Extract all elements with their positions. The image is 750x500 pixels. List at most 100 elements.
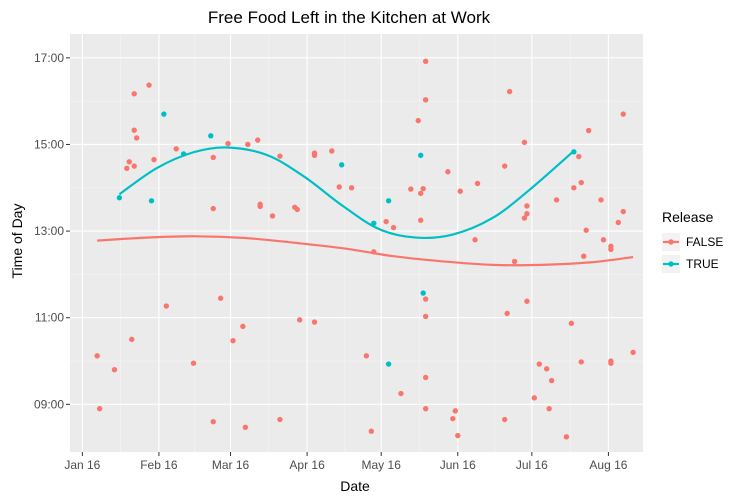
point-false [521, 139, 528, 145]
point-false [615, 219, 622, 226]
point-false [408, 186, 414, 192]
legend: Release FALSE TRUE [662, 209, 723, 273]
point-false [210, 205, 216, 212]
x-axis-title: Date [340, 478, 370, 494]
point-false [546, 405, 552, 412]
point-false [620, 111, 626, 117]
point-true [180, 151, 187, 157]
point-false [240, 323, 246, 330]
x-tick-label: Jul 16 [516, 458, 548, 472]
point-false [524, 203, 530, 209]
point-false [521, 215, 528, 221]
point-false [474, 180, 481, 187]
point-false [94, 353, 100, 359]
point-false [543, 366, 550, 372]
point-false [257, 203, 263, 210]
point-false [96, 405, 103, 412]
point-false [126, 159, 132, 165]
point-true [148, 198, 155, 204]
point-false [504, 310, 510, 317]
point-false [418, 217, 424, 223]
chart-title: Free Food Left in the Kitchen at Work [208, 8, 491, 27]
legend-label-false: FALSE [686, 235, 723, 249]
legend-title: Release [662, 209, 714, 225]
point-false [422, 58, 429, 64]
point-false [131, 163, 137, 169]
point-false [311, 152, 318, 158]
x-tick-label: Mar 16 [212, 458, 250, 472]
point-false [583, 227, 589, 233]
point-false [576, 153, 582, 160]
point-false [531, 395, 538, 401]
point-false [553, 197, 560, 203]
point-false [336, 184, 342, 190]
x-tick-label: Apr 16 [289, 458, 325, 472]
y-tick-label: 11:00 [35, 311, 64, 325]
point-false [608, 246, 614, 252]
point-false [329, 148, 335, 154]
legend-label-true: TRUE [686, 257, 719, 271]
legend-marker-false [668, 239, 674, 245]
point-false [210, 154, 216, 161]
point-false [111, 366, 118, 373]
point-false [368, 428, 375, 434]
point-false [630, 349, 636, 356]
point-false [255, 137, 261, 143]
y-axis-ticks: 09:00 11:00 13:00 15:00 17:00 [34, 51, 70, 411]
point-false [131, 127, 137, 133]
point-false [173, 146, 179, 152]
point-false [210, 418, 216, 425]
y-tick-label: 13:00 [34, 224, 64, 238]
point-false [511, 258, 518, 265]
point-false [133, 135, 140, 141]
major-gridlines [70, 34, 643, 452]
point-true [420, 290, 426, 296]
point-false [418, 190, 424, 197]
point-false [581, 253, 587, 259]
point-false [277, 153, 283, 159]
point-false [363, 353, 370, 359]
point-false [390, 224, 397, 231]
point-false [608, 360, 614, 366]
trend-line-false [97, 235, 634, 267]
point-false [422, 296, 429, 302]
plot-panel [70, 34, 643, 452]
y-tick-label: 09:00 [34, 397, 64, 411]
x-tick-label: Jun 16 [440, 458, 476, 472]
point-false [422, 405, 429, 412]
point-false [422, 374, 429, 381]
point-false [450, 415, 456, 422]
point-false [398, 390, 404, 397]
point-false [230, 337, 236, 344]
y-tick-label: 17:00 [34, 51, 64, 65]
point-false [242, 424, 249, 431]
point-false [457, 188, 463, 194]
point-true [208, 133, 214, 139]
trend-lines [97, 146, 634, 267]
point-false [371, 249, 377, 255]
x-tick-label: May 16 [362, 458, 402, 472]
data-points [94, 58, 636, 440]
x-axis-ticks: Jan 16 Feb 16 Mar 16 Apr 16 May 16 Jun 16 Jul … [64, 452, 628, 472]
point-false [578, 359, 584, 365]
point-false [124, 165, 130, 171]
point-false [422, 313, 429, 320]
point-false [585, 127, 592, 134]
point-false [506, 88, 513, 95]
point-false [415, 117, 421, 124]
x-tick-label: Aug 16 [589, 458, 627, 472]
legend-marker-true [668, 261, 674, 267]
point-false [163, 303, 170, 309]
point-true [161, 111, 167, 117]
point-false [129, 336, 135, 343]
point-false [146, 82, 152, 88]
point-false [571, 185, 577, 191]
point-false [501, 416, 508, 423]
y-axis-title: Time of Day [9, 204, 25, 279]
point-false [225, 140, 231, 147]
trend-line-true [118, 146, 575, 240]
point-false [452, 408, 458, 414]
point-false [217, 295, 224, 301]
point-false [536, 361, 542, 367]
